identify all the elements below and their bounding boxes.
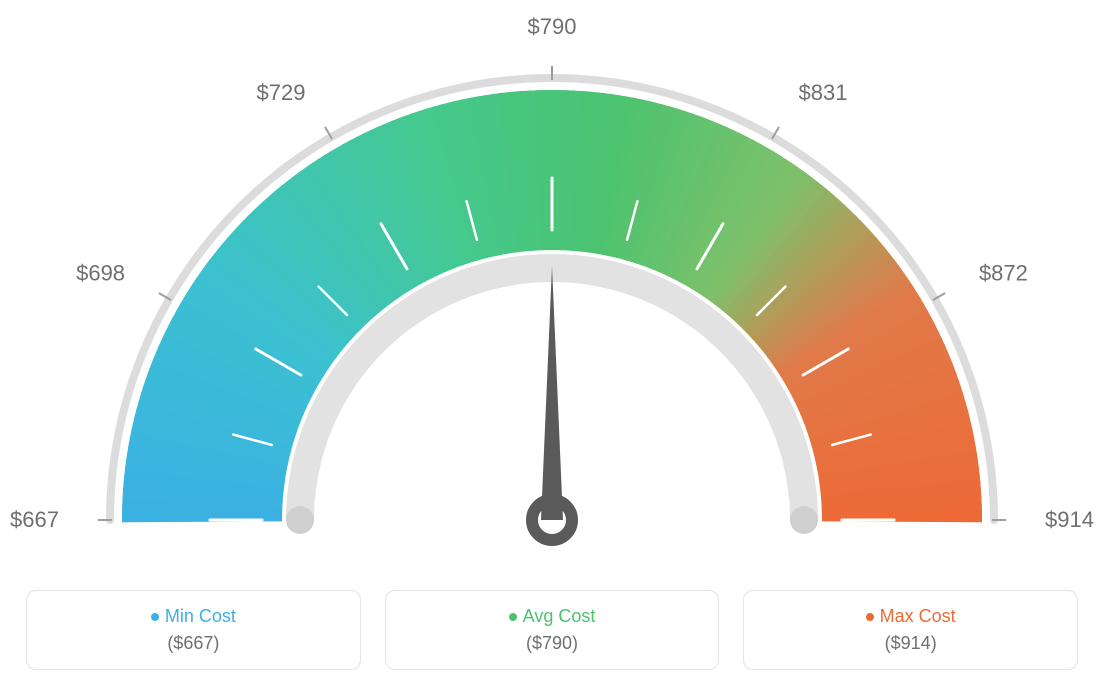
gauge-tick-label: $914 [1045, 507, 1094, 532]
gauge-tick-label: $667 [10, 507, 59, 532]
gauge-tick-label: $872 [979, 261, 1028, 286]
legend-avg-value: ($790) [526, 633, 578, 654]
legend-max-value: ($914) [885, 633, 937, 654]
legend-card-min: Min Cost ($667) [26, 590, 361, 670]
inner-ring-cap [286, 506, 314, 534]
gauge-needle [541, 266, 563, 520]
legend-card-avg: Avg Cost ($790) [385, 590, 720, 670]
legend-max-label: Max Cost [880, 606, 956, 627]
gauge-svg: $667 $698 $729 $790 $831 $872 $914 [0, 0, 1104, 570]
dot-icon [151, 613, 159, 621]
legend-avg-top: Avg Cost [509, 606, 596, 627]
dot-icon [509, 613, 517, 621]
legend-min-top: Min Cost [151, 606, 236, 627]
gauge-area: $667 $698 $729 $790 $831 $872 $914 [0, 0, 1104, 570]
legend-min-value: ($667) [167, 633, 219, 654]
gauge-tick-label: $729 [257, 80, 306, 105]
legend-avg-label: Avg Cost [523, 606, 596, 627]
legend-max-top: Max Cost [866, 606, 956, 627]
dot-icon [866, 613, 874, 621]
inner-ring-cap [790, 506, 818, 534]
gauge-chart-container: $667 $698 $729 $790 $831 $872 $914 Min Cost ($… [0, 0, 1104, 690]
gauge-tick-label: $790 [528, 14, 577, 39]
gauge-tick-label: $831 [799, 80, 848, 105]
gauge-tick-label: $698 [76, 261, 125, 286]
legend-card-max: Max Cost ($914) [743, 590, 1078, 670]
legend-row: Min Cost ($667) Avg Cost ($790) Max Cost… [0, 580, 1104, 690]
legend-min-label: Min Cost [165, 606, 236, 627]
